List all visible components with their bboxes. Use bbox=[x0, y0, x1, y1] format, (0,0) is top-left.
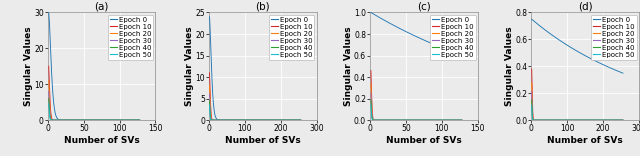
Legend: Epoch 0, Epoch 10, Epoch 20, Epoch 30, Epoch 40, Epoch 50: Epoch 0, Epoch 10, Epoch 20, Epoch 30, E… bbox=[429, 15, 476, 60]
X-axis label: Number of SVs: Number of SVs bbox=[225, 136, 301, 145]
Y-axis label: Singular Values: Singular Values bbox=[504, 27, 514, 106]
Legend: Epoch 0, Epoch 10, Epoch 20, Epoch 30, Epoch 40, Epoch 50: Epoch 0, Epoch 10, Epoch 20, Epoch 30, E… bbox=[269, 15, 314, 60]
Title: (c): (c) bbox=[417, 2, 431, 12]
Legend: Epoch 0, Epoch 10, Epoch 20, Epoch 30, Epoch 40, Epoch 50: Epoch 0, Epoch 10, Epoch 20, Epoch 30, E… bbox=[591, 15, 637, 60]
X-axis label: Number of SVs: Number of SVs bbox=[386, 136, 462, 145]
Title: (a): (a) bbox=[95, 2, 109, 12]
Title: (d): (d) bbox=[578, 2, 593, 12]
Y-axis label: Singular Values: Singular Values bbox=[344, 27, 353, 106]
Y-axis label: Singular Values: Singular Values bbox=[185, 27, 194, 106]
X-axis label: Number of SVs: Number of SVs bbox=[64, 136, 140, 145]
Y-axis label: Singular Values: Singular Values bbox=[24, 27, 33, 106]
Title: (b): (b) bbox=[255, 2, 270, 12]
Legend: Epoch 0, Epoch 10, Epoch 20, Epoch 30, Epoch 40, Epoch 50: Epoch 0, Epoch 10, Epoch 20, Epoch 30, E… bbox=[108, 15, 154, 60]
X-axis label: Number of SVs: Number of SVs bbox=[547, 136, 623, 145]
